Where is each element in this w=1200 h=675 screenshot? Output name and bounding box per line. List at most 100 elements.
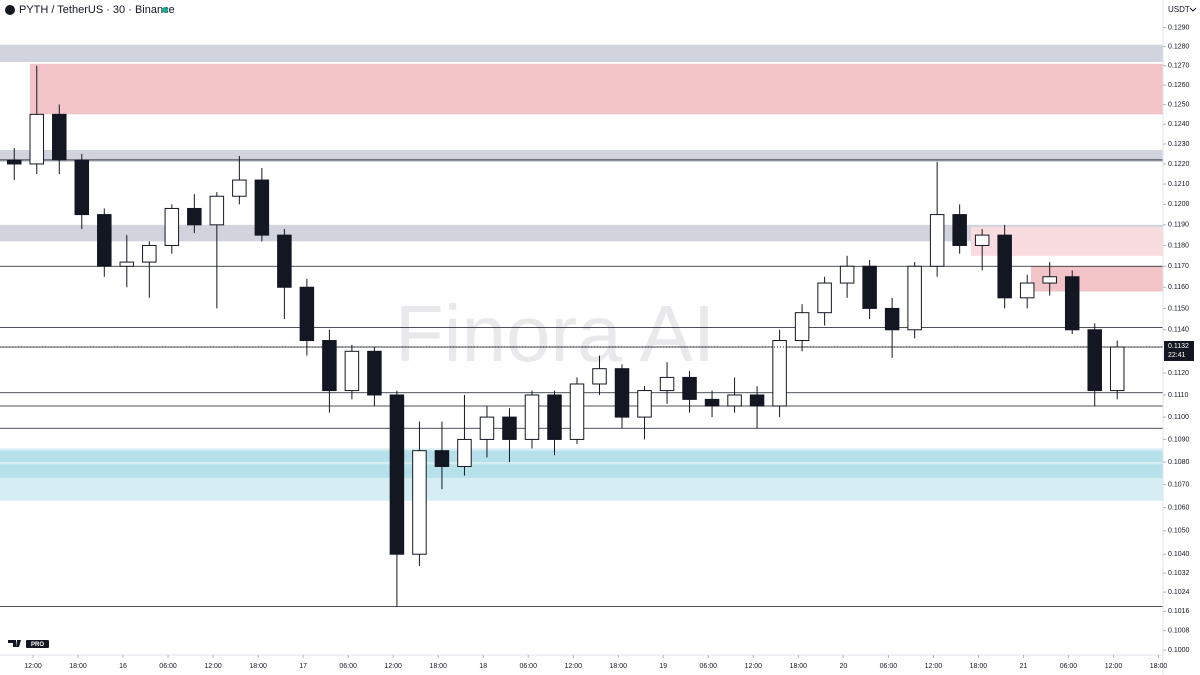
y-tick-label: 0.1032: [1168, 570, 1190, 577]
y-tick-label: 0.1016: [1168, 608, 1190, 615]
watermark: Finora AI: [395, 289, 715, 378]
x-tick-label: 17: [299, 663, 307, 670]
candle-body: [659, 376, 675, 392]
candle-body: [524, 394, 540, 440]
x-tick-label: 12:00: [564, 663, 582, 670]
candle-body: [974, 234, 990, 246]
candle-body: [52, 113, 67, 161]
candle-body: [97, 214, 112, 267]
x-tick-label: 18:00: [610, 663, 628, 670]
y-tick-label: 0.1160: [1168, 284, 1189, 291]
y-tick-label: 0.1060: [1168, 504, 1190, 511]
candle-body: [794, 312, 810, 342]
candle-body: [1019, 282, 1035, 299]
candle-body: [367, 350, 382, 396]
y-tick-label: 0.1070: [1168, 482, 1190, 489]
x-tick-label: 18:00: [970, 663, 988, 670]
x-tick-label: 18:00: [790, 663, 808, 670]
y-tick-label: 0.1080: [1168, 459, 1190, 466]
candle-body: [1087, 329, 1102, 392]
x-tick-label: 18:00: [429, 663, 447, 670]
candle-body: [119, 261, 135, 267]
y-tick-label: 0.1120: [1168, 370, 1189, 377]
candle-body: [344, 350, 360, 392]
candle-body: [749, 394, 765, 407]
x-tick-label: 18:00: [69, 663, 87, 670]
candle-body: [839, 265, 855, 284]
x-tick-label: 06:00: [1060, 663, 1078, 670]
candle-body: [682, 376, 697, 400]
countdown: 22:41: [1168, 352, 1186, 359]
candle-body: [322, 340, 337, 392]
candle-body: [29, 113, 45, 165]
zone: [0, 464, 1163, 478]
y-tick-label: 0.1150: [1168, 305, 1189, 312]
x-tick-label: 06:00: [700, 663, 718, 670]
currency-chevron[interactable]: [1189, 7, 1197, 12]
symbol-icon: [5, 5, 15, 15]
plot: [0, 65, 1163, 607]
x-tick-label: 20: [839, 663, 847, 670]
zone: [0, 149, 1163, 162]
y-tick-label: 0.1250: [1168, 101, 1190, 108]
candle-body: [997, 234, 1012, 299]
candle-body: [1042, 276, 1057, 284]
candle-body: [74, 159, 90, 216]
candle-body: [457, 438, 472, 467]
candle-body: [164, 207, 180, 246]
y-tick-label: 0.1200: [1168, 201, 1190, 208]
x-tick-label: 21: [1020, 663, 1028, 670]
candle-body: [884, 307, 900, 331]
last-price-label: 0.1132: [1168, 343, 1189, 350]
candle-body: [929, 214, 945, 267]
candle-body: [772, 340, 787, 407]
x-tick-label: 06:00: [519, 663, 537, 670]
candle-body: [1064, 276, 1080, 331]
x-tick-label: 12:00: [204, 663, 222, 670]
candle-body: [1109, 346, 1125, 392]
x-tick-label: 12:00: [745, 663, 763, 670]
candle-body: [817, 282, 832, 314]
logo-badge-bg: [26, 640, 49, 648]
zone: [30, 63, 1163, 115]
x-tick-label: 18:00: [1150, 663, 1168, 670]
x-tick-label: 06:00: [159, 663, 177, 670]
y-tick-label: 0.1050: [1168, 528, 1190, 535]
x-tick-label: 12:00: [925, 663, 943, 670]
x-tick-label: 12:00: [384, 663, 402, 670]
candle-body: [479, 416, 495, 440]
y-tick-label: 0.1000: [1168, 647, 1190, 654]
candle-body: [569, 383, 585, 440]
candle-body: [952, 214, 967, 246]
logo-badge: PRO: [31, 642, 44, 648]
candle-body: [187, 207, 202, 226]
candle-body: [277, 234, 292, 288]
y-tick-label: 0.1240: [1168, 121, 1190, 128]
candle-body: [727, 394, 742, 407]
y-tick-label: 0.1260: [1168, 82, 1190, 89]
candle-body: [614, 368, 630, 418]
candle-body: [592, 368, 607, 385]
y-tick-label: 0.1220: [1168, 161, 1190, 168]
chart-title: PYTH / TetherUS · 30 · Binance: [19, 4, 175, 16]
candle-body: [299, 286, 315, 342]
candle-body: [862, 265, 877, 309]
candle-body: [434, 450, 450, 467]
currency-label[interactable]: USDT: [1168, 5, 1190, 14]
x-tick-label: 19: [659, 663, 667, 670]
zone: [0, 450, 1163, 462]
y-tick-label: 0.1140: [1168, 327, 1189, 334]
zone: [0, 44, 1163, 62]
y-tick-label: 0.1180: [1168, 242, 1189, 249]
status-dot[interactable]: [162, 7, 168, 13]
y-tick-label: 0.1290: [1168, 24, 1190, 31]
y-tick-label: 0.1270: [1168, 63, 1190, 70]
y-tick-label: 0.1230: [1168, 141, 1190, 148]
y-tick-label: 0.1210: [1168, 181, 1190, 188]
candle-body: [142, 244, 157, 263]
x-tick-label: 16: [119, 663, 127, 670]
candle-body: [412, 450, 427, 555]
candle-body: [7, 159, 22, 165]
candle-body: [209, 195, 225, 226]
